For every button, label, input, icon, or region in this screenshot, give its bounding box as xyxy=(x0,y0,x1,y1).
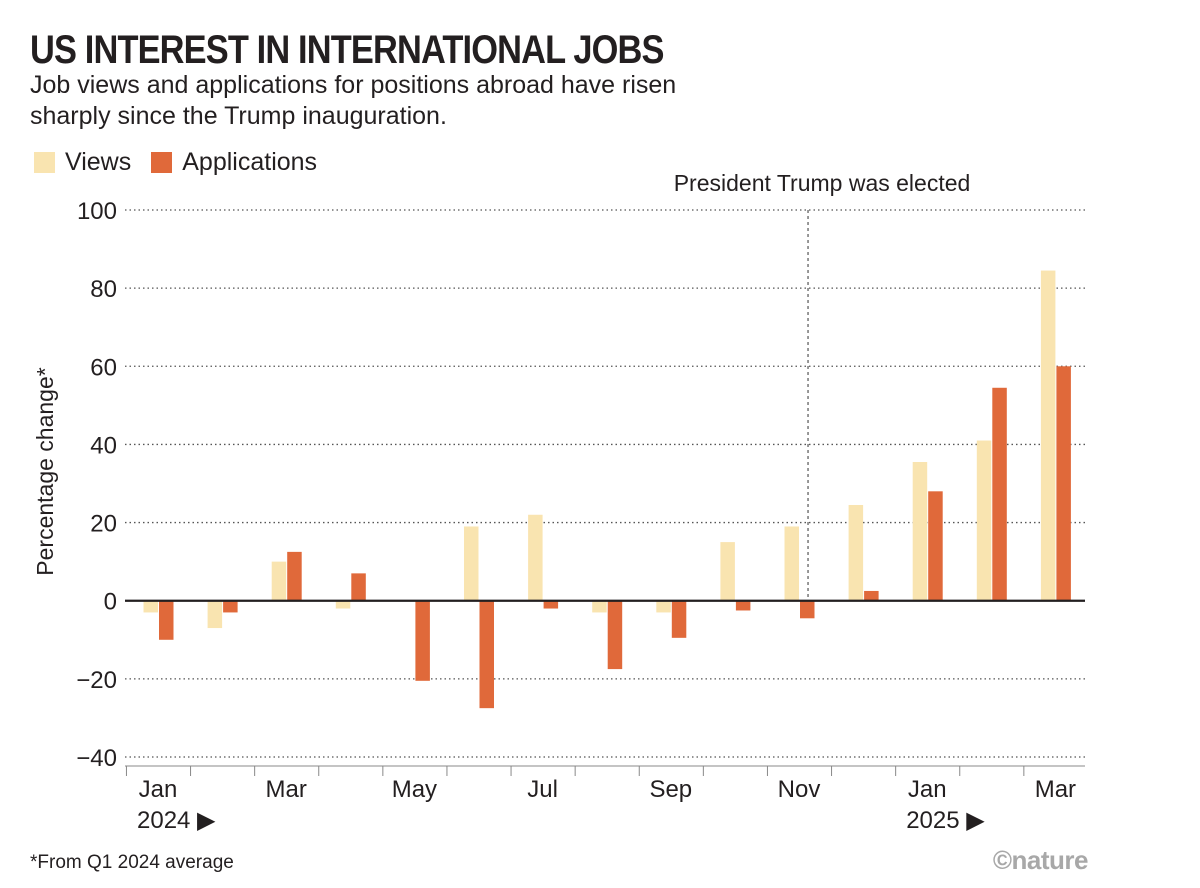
bar-views xyxy=(1040,270,1056,601)
x-year-label: 2024 ▶ xyxy=(137,807,216,834)
bar-applications xyxy=(735,600,751,611)
x-tick-label: Jan xyxy=(908,776,947,803)
chart-title: US INTEREST IN INTERNATIONAL JOBS xyxy=(30,28,664,72)
bar-views xyxy=(656,600,671,613)
bar-views xyxy=(143,600,158,613)
bar-views xyxy=(912,462,928,601)
legend-swatch-applications xyxy=(151,152,173,173)
x-tick-label: Mar xyxy=(266,776,307,803)
bar-views xyxy=(464,526,479,601)
y-tick-label: 0 xyxy=(104,589,117,616)
bar-views xyxy=(784,526,799,601)
bar-applications xyxy=(671,600,687,638)
bar-views xyxy=(528,514,543,601)
chart-subtitle: Job views and applications for positions… xyxy=(30,71,677,130)
y-tick-label: 60 xyxy=(90,354,117,381)
legend-swatch-views xyxy=(34,152,55,173)
legend: Views Applications xyxy=(34,148,337,177)
bar-applications xyxy=(607,600,623,670)
bar-applications xyxy=(928,491,943,601)
legend-label-views: Views xyxy=(65,148,132,176)
bar-applications xyxy=(287,551,302,601)
bar-applications xyxy=(479,600,494,709)
bar-applications xyxy=(415,600,430,681)
y-tick-label: −20 xyxy=(76,667,117,694)
x-tick-label: Nov xyxy=(778,776,821,803)
bar-applications xyxy=(1056,366,1071,601)
nature-logo: ©nature xyxy=(992,845,1089,875)
bar-views xyxy=(976,440,992,601)
legend-label-applications: Applications xyxy=(182,148,318,176)
bar-views xyxy=(271,561,287,601)
bar-views xyxy=(207,600,223,629)
bar-applications xyxy=(159,600,174,640)
bar-applications xyxy=(351,573,366,601)
y-tick-label: 80 xyxy=(90,276,117,303)
y-tick-label: −40 xyxy=(76,745,117,772)
y-tick-label: 20 xyxy=(90,511,117,538)
x-tick-label: Sep xyxy=(649,776,692,803)
x-tick-label: Mar xyxy=(1035,776,1076,803)
y-tick-label: 100 xyxy=(77,198,117,225)
election-annotation: President Trump was elected xyxy=(674,170,971,196)
bar-views xyxy=(592,600,607,613)
x-tick-label: May xyxy=(392,776,437,803)
bar-applications xyxy=(992,387,1007,601)
bar-views xyxy=(848,504,864,601)
bar-applications xyxy=(543,600,559,609)
footnote: *From Q1 2024 average xyxy=(30,852,234,873)
bar-applications xyxy=(223,600,238,613)
bar-applications xyxy=(864,590,879,601)
x-tick-label: Jul xyxy=(527,776,558,803)
x-tick-label: Jan xyxy=(139,776,178,803)
x-year-label: 2025 ▶ xyxy=(906,807,985,834)
bar-views xyxy=(720,542,735,601)
bar-views xyxy=(335,600,351,609)
legend-item-views: Views xyxy=(34,148,131,177)
legend-item-applications: Applications xyxy=(151,148,317,177)
y-axis-label: Percentage change* xyxy=(32,367,58,575)
y-tick-label: 40 xyxy=(90,432,117,459)
bar-applications xyxy=(800,600,815,619)
